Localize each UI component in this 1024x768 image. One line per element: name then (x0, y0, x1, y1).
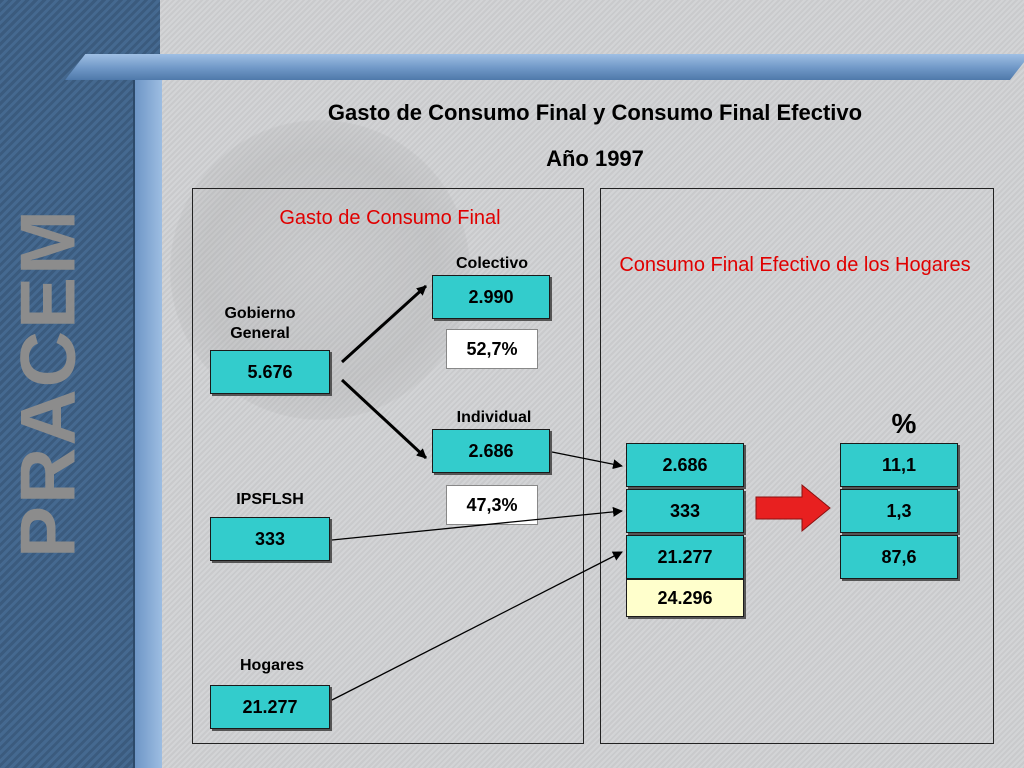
percent-individual-box: 11,1 (840, 443, 958, 487)
individual-share: 47,3% (446, 485, 538, 525)
efectivo-individual-box: 2.686 (626, 443, 744, 487)
individual-label: Individual (456, 409, 532, 426)
arrow-ipsflsh-to-efectivo (331, 506, 623, 541)
sidebar-stripe (133, 80, 162, 768)
efectivo-hogares-box: 21.277 (626, 535, 744, 579)
right-panel (600, 188, 994, 744)
left-panel-heading: Gasto de Consumo Final (279, 207, 501, 229)
ipsflsh-label: IPSFLSH (236, 491, 304, 508)
right-panel-heading: Consumo Final Efectivo de los Hogares (619, 254, 971, 276)
hogares-label: Hogares (239, 657, 305, 674)
efectivo-ipsflsh-box: 333 (626, 489, 744, 533)
slide-title: Gasto de Consumo Final y Consumo Final E… (327, 100, 863, 125)
arrow-individual-to-efectivo (551, 451, 623, 470)
gobierno-label: Gobierno General (224, 305, 296, 342)
arrow-to-colectivo (340, 284, 428, 364)
efectivo-total-box: 24.296 (626, 579, 744, 617)
slide-subtitle: Año 1997 (546, 146, 644, 171)
percent-header: % (891, 408, 917, 439)
percent-hogares-box: 87,6 (840, 535, 958, 579)
arrow-to-individual (340, 378, 428, 460)
colectivo-share: 52,7% (446, 329, 538, 369)
left-panel (192, 188, 584, 744)
red-arrow-icon (755, 483, 831, 533)
ipsflsh-value-box: 333 (210, 517, 330, 561)
colectivo-label: Colectivo (455, 255, 528, 272)
colectivo-value-box: 2.990 (432, 275, 550, 319)
hogares-value-box: 21.277 (210, 685, 330, 729)
individual-value-box: 2.686 (432, 429, 550, 473)
gobierno-value-box: 5.676 (210, 350, 330, 394)
arrow-hogares-to-efectivo (331, 551, 623, 701)
percent-ipsflsh-box: 1,3 (840, 489, 958, 533)
